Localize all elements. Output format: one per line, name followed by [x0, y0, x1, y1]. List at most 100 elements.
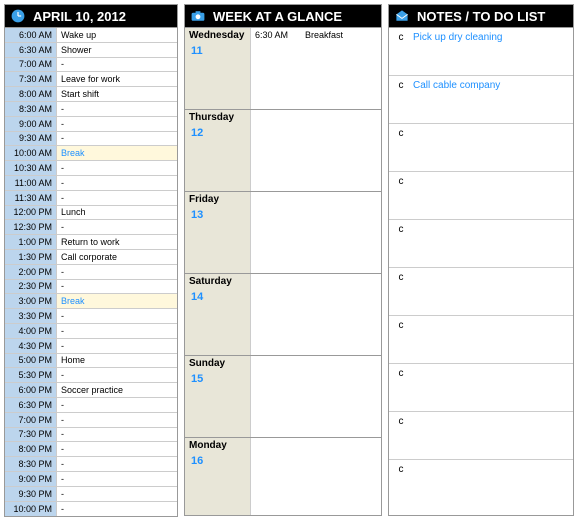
schedule-row[interactable]: 8:00 PM- [5, 442, 177, 457]
note-row[interactable]: c [389, 412, 573, 460]
schedule-row[interactable]: 8:30 PM- [5, 457, 177, 472]
note-row[interactable]: c [389, 316, 573, 364]
schedule-row[interactable]: 12:00 PMLunch [5, 206, 177, 221]
schedule-row[interactable]: 5:30 PM- [5, 368, 177, 383]
schedule-row[interactable]: 11:30 AM- [5, 191, 177, 206]
schedule-row[interactable]: 7:00 AM- [5, 58, 177, 73]
note-check[interactable]: c [389, 272, 413, 283]
event-cell[interactable]: - [57, 132, 177, 146]
note-row[interactable]: cPick up dry cleaning [389, 28, 573, 76]
schedule-row[interactable]: 11:00 AM- [5, 176, 177, 191]
schedule-row[interactable]: 4:00 PM- [5, 324, 177, 339]
schedule-row[interactable]: 9:00 AM- [5, 117, 177, 132]
event-cell[interactable]: - [57, 324, 177, 338]
event-cell[interactable]: Shower [57, 43, 177, 57]
note-check[interactable]: c [389, 176, 413, 187]
event-cell[interactable]: - [57, 280, 177, 294]
week-day-events[interactable] [251, 274, 381, 289]
schedule-row[interactable]: 2:30 PM- [5, 280, 177, 295]
note-check[interactable]: c [389, 224, 413, 235]
week-day-slot[interactable] [251, 371, 381, 437]
note-check[interactable]: c [389, 32, 413, 43]
week-day-events[interactable] [251, 192, 381, 207]
event-cell[interactable]: - [57, 368, 177, 382]
week-day-slot[interactable] [251, 289, 381, 355]
note-text[interactable]: Call cable company [413, 80, 573, 91]
event-cell[interactable]: Wake up [57, 28, 177, 42]
note-row[interactable]: c [389, 124, 573, 172]
event-cell[interactable]: - [57, 191, 177, 205]
week-day-number[interactable]: 16 [185, 453, 251, 515]
event-cell[interactable]: Lunch [57, 206, 177, 220]
note-check[interactable]: c [389, 80, 413, 91]
schedule-row[interactable]: 6:30 PM- [5, 398, 177, 413]
event-cell[interactable]: - [57, 309, 177, 323]
event-cell[interactable]: Soccer practice [57, 383, 177, 397]
note-row[interactable]: c [389, 364, 573, 412]
event-cell[interactable]: - [57, 161, 177, 175]
schedule-row[interactable]: 6:00 AMWake up [5, 28, 177, 43]
note-check[interactable]: c [389, 416, 413, 427]
schedule-row[interactable]: 3:30 PM- [5, 309, 177, 324]
event-cell[interactable]: Start shift [57, 87, 177, 101]
note-text[interactable]: Pick up dry cleaning [413, 32, 573, 43]
schedule-row[interactable]: 1:00 PMReturn to work [5, 235, 177, 250]
event-cell[interactable]: - [57, 502, 177, 517]
event-cell[interactable]: Home [57, 354, 177, 368]
schedule-row[interactable]: 8:30 AM- [5, 102, 177, 117]
note-check[interactable]: c [389, 128, 413, 139]
schedule-row[interactable]: 7:30 PM- [5, 428, 177, 443]
event-cell[interactable]: - [57, 265, 177, 279]
week-day-events[interactable] [251, 356, 381, 371]
week-day-number[interactable]: 13 [185, 207, 251, 273]
note-check[interactable]: c [389, 368, 413, 379]
week-day-slot[interactable] [251, 43, 381, 109]
event-cell[interactable]: - [57, 339, 177, 353]
note-row[interactable]: cCall cable company [389, 76, 573, 124]
event-cell[interactable]: - [57, 442, 177, 456]
event-cell[interactable]: - [57, 102, 177, 116]
week-day-number[interactable]: 14 [185, 289, 251, 355]
event-cell[interactable]: - [57, 58, 177, 72]
event-cell[interactable]: - [57, 428, 177, 442]
event-cell[interactable]: - [57, 413, 177, 427]
event-cell[interactable]: - [57, 176, 177, 190]
note-row[interactable]: c [389, 460, 573, 508]
schedule-row[interactable]: 5:00 PMHome [5, 354, 177, 369]
event-cell[interactable]: - [57, 457, 177, 471]
schedule-row[interactable]: 6:30 AMShower [5, 43, 177, 58]
week-day-events[interactable] [251, 110, 381, 125]
event-cell[interactable]: Return to work [57, 235, 177, 249]
week-day-number[interactable]: 11 [185, 43, 251, 109]
schedule-row[interactable]: 9:30 AM- [5, 132, 177, 147]
schedule-row[interactable]: 10:00 PM- [5, 502, 177, 517]
schedule-row[interactable]: 9:30 PM- [5, 487, 177, 502]
note-check[interactable]: c [389, 320, 413, 331]
week-day-slot[interactable] [251, 453, 381, 513]
schedule-row[interactable]: 8:00 AMStart shift [5, 87, 177, 102]
event-cell[interactable]: - [57, 117, 177, 131]
schedule-row[interactable]: 2:00 PM- [5, 265, 177, 280]
event-cell[interactable]: - [57, 487, 177, 501]
week-day-events[interactable]: 6:30 AMBreakfast [251, 28, 381, 43]
event-cell[interactable]: - [57, 220, 177, 234]
schedule-row[interactable]: 10:30 AM- [5, 161, 177, 176]
event-cell[interactable]: Call corporate [57, 250, 177, 264]
note-check[interactable]: c [389, 464, 413, 475]
event-cell[interactable]: Leave for work [57, 72, 177, 86]
event-cell[interactable]: - [57, 398, 177, 412]
note-row[interactable]: c [389, 172, 573, 220]
schedule-row[interactable]: 7:30 AMLeave for work [5, 72, 177, 87]
week-day-events[interactable] [251, 438, 381, 453]
schedule-row[interactable]: 3:00 PMBreak [5, 294, 177, 309]
schedule-row[interactable]: 12:30 PM- [5, 220, 177, 235]
event-cell[interactable]: Break [57, 294, 177, 308]
week-day-number[interactable]: 12 [185, 125, 251, 191]
event-cell[interactable]: - [57, 472, 177, 486]
schedule-row[interactable]: 4:30 PM- [5, 339, 177, 354]
schedule-row[interactable]: 7:00 PM- [5, 413, 177, 428]
event-cell[interactable]: Break [57, 146, 177, 160]
week-day-slot[interactable] [251, 207, 381, 273]
week-day-slot[interactable] [251, 125, 381, 191]
week-day-number[interactable]: 15 [185, 371, 251, 437]
